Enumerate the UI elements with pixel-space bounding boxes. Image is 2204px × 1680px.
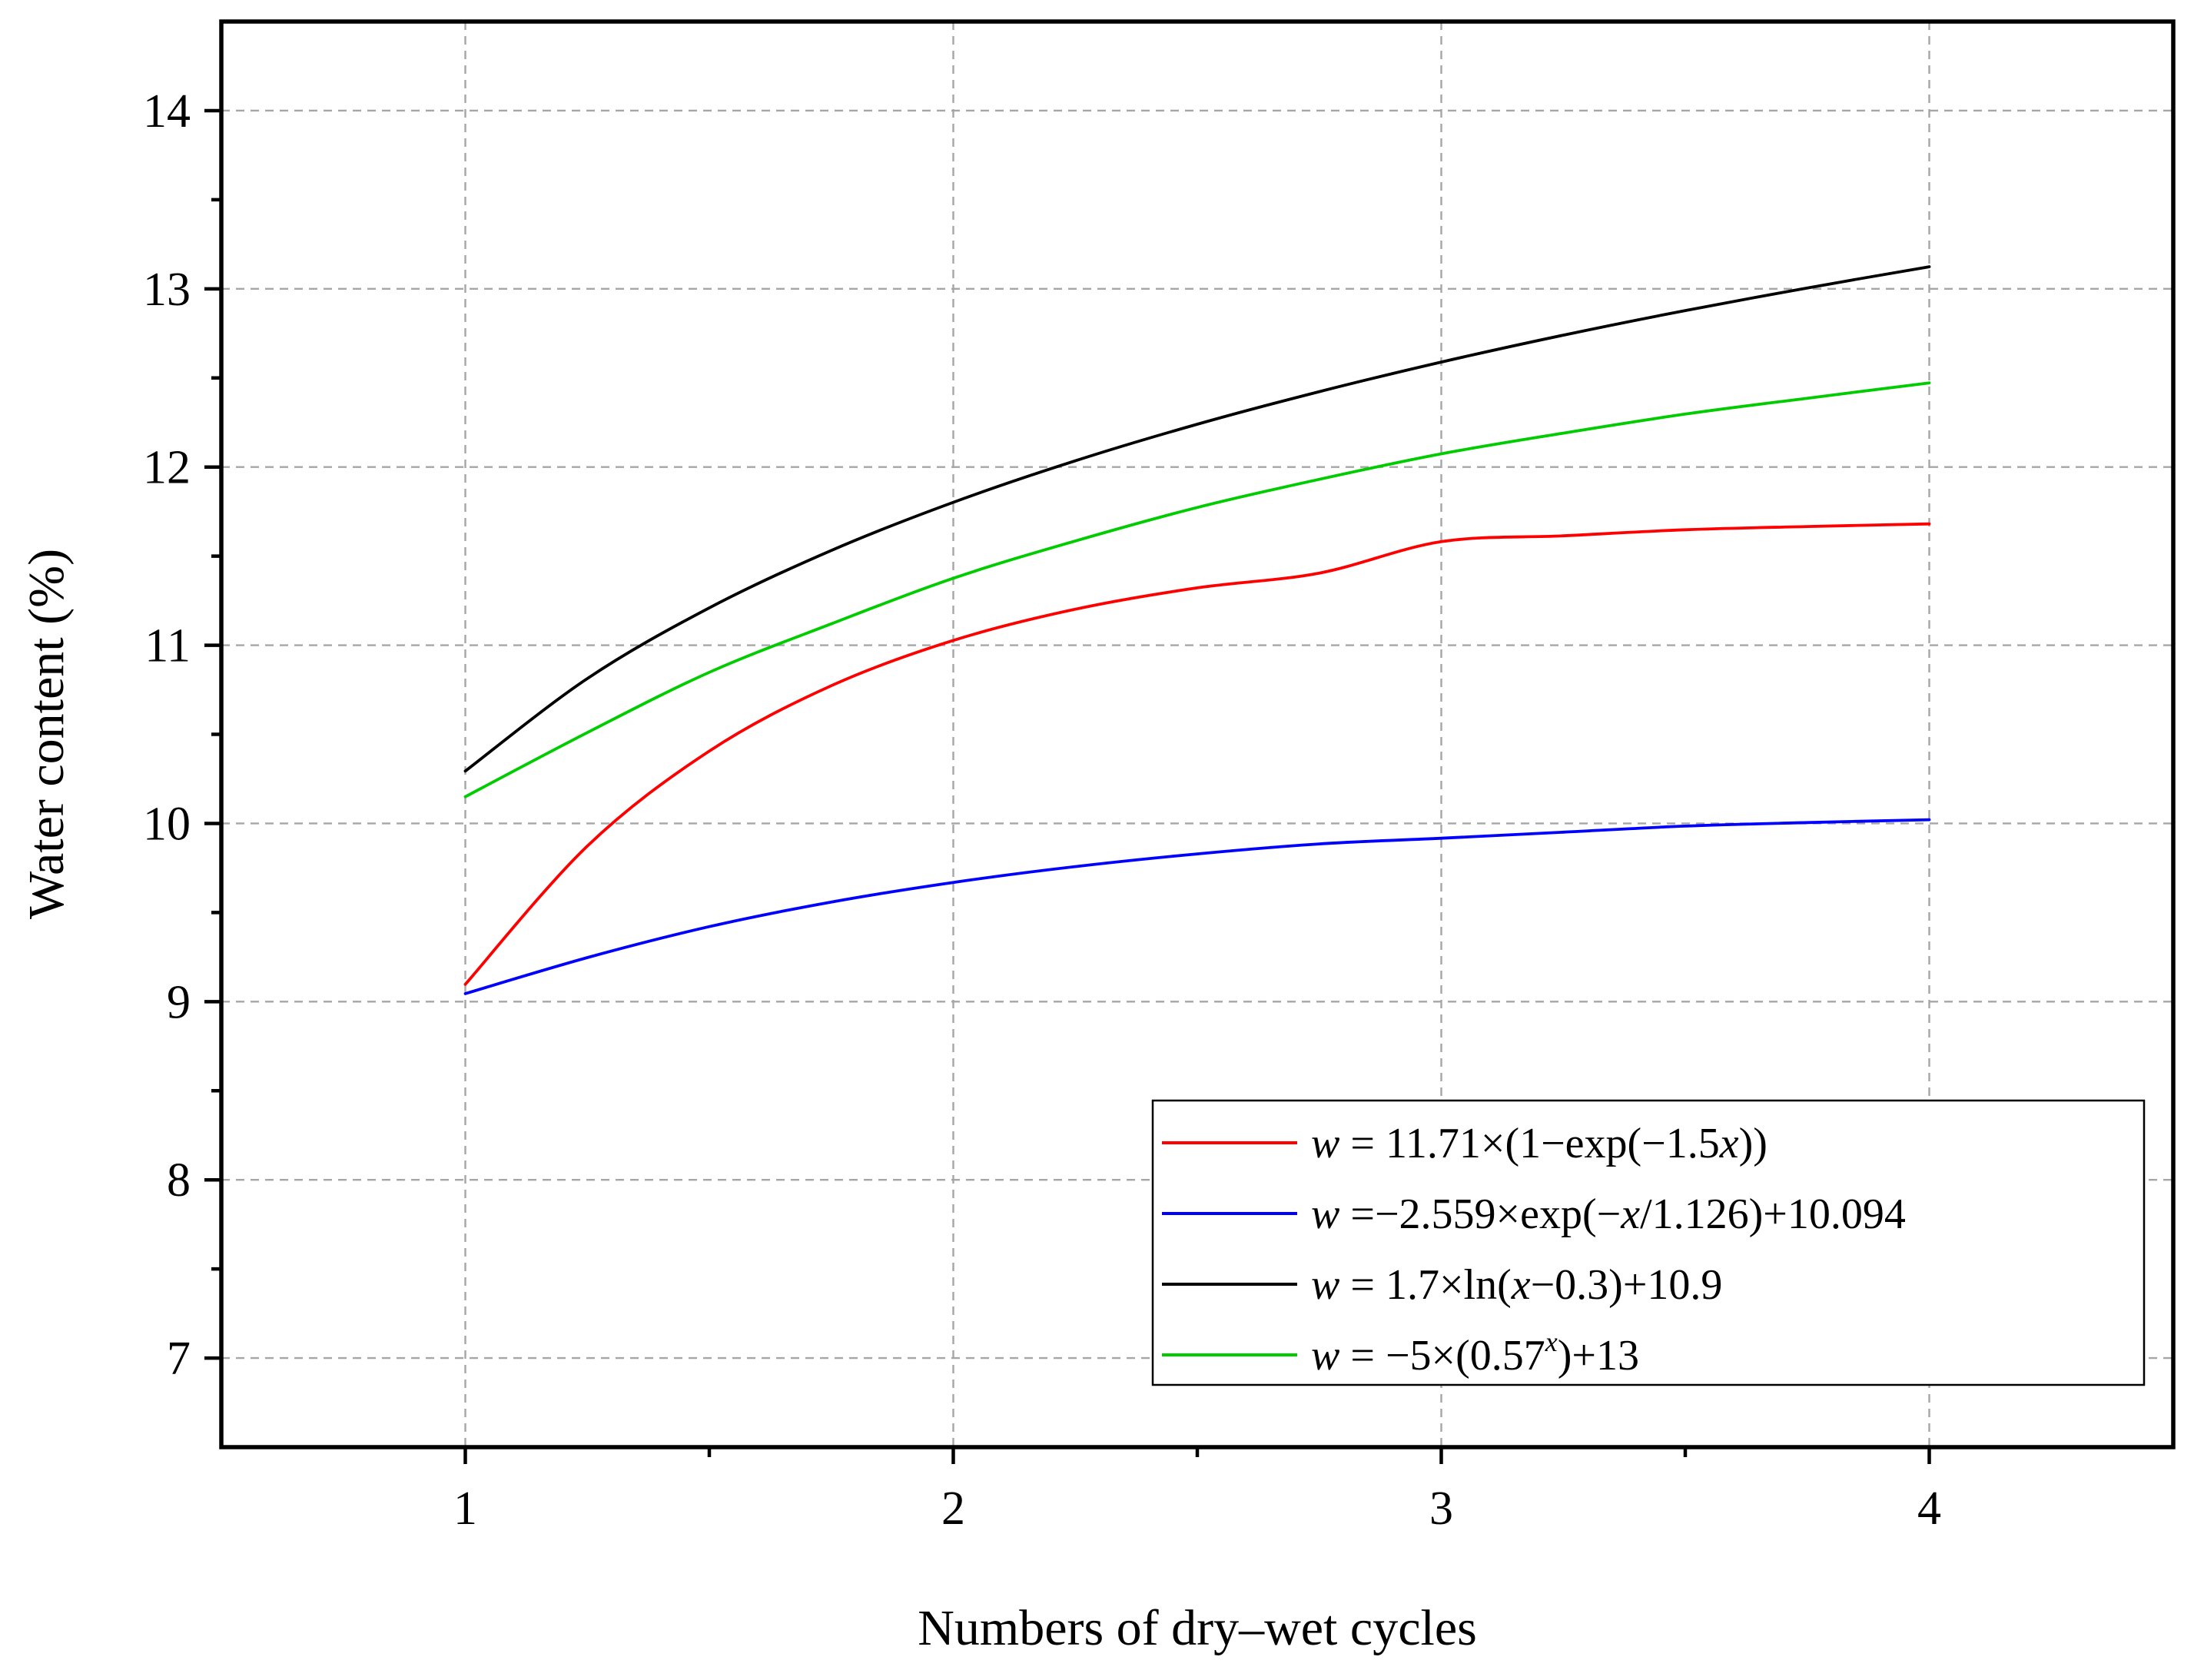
x-tick-label: 3 xyxy=(1429,1482,1453,1535)
y-tick-label: 8 xyxy=(167,1154,191,1207)
legend-label: w =−2.559×exp(−x/1.126)+10.094 xyxy=(1311,1190,1906,1238)
legend-label: w = −5×(0.57x)+13 xyxy=(1311,1326,1639,1380)
x-axis-title: Numbers of dry–wet cycles xyxy=(918,1600,1477,1656)
series-line-2 xyxy=(463,818,1931,995)
y-tick-label: 12 xyxy=(143,442,191,494)
x-tick-label: 1 xyxy=(453,1482,477,1535)
y-tick-label: 10 xyxy=(143,798,191,850)
y-tick-label: 9 xyxy=(167,976,191,1028)
series-line-3 xyxy=(463,265,1931,773)
axis-ticks xyxy=(204,108,1931,1464)
y-tick-label: 13 xyxy=(143,264,191,316)
y-tick-label: 7 xyxy=(167,1333,191,1385)
x-tick-label: 2 xyxy=(941,1482,965,1535)
y-tick-label: 14 xyxy=(143,85,191,138)
legend: w = 11.71×(1−exp(−1.5x)) w =−2.559×exp(−x… xyxy=(1151,1099,2146,1386)
y-axis-title: Water content (%) xyxy=(18,549,75,919)
y-tick-label: 11 xyxy=(144,620,191,672)
x-tick-label: 4 xyxy=(1917,1482,1941,1535)
legend-label: w = 1.7×ln(x−0.3)+10.9 xyxy=(1311,1261,1722,1309)
legend-box xyxy=(1151,1099,2146,1386)
legend-label: w = 11.71×(1−exp(−1.5x)) xyxy=(1311,1120,1768,1167)
series-line-1 xyxy=(463,522,1931,986)
plot-series xyxy=(463,265,1931,995)
series-line-4 xyxy=(463,381,1931,798)
